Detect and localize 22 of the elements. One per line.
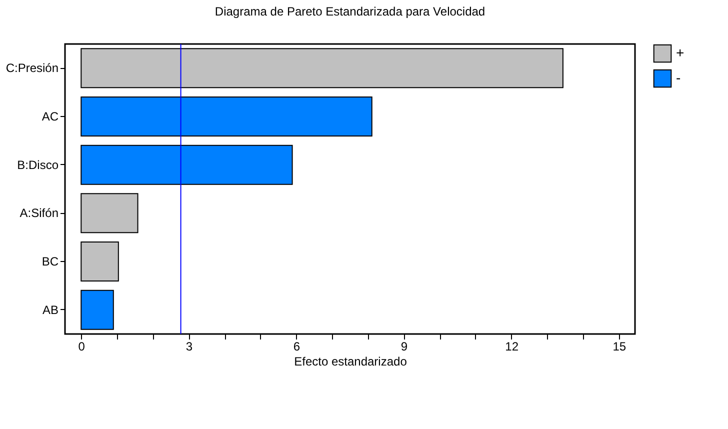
bar <box>80 290 114 330</box>
x-tick-label: 12 <box>505 340 519 354</box>
chart-title: Diagrama de Pareto Estandarizada para Velocidad <box>214 4 486 18</box>
x-tick-label: 0 <box>78 340 86 354</box>
bar <box>80 48 564 88</box>
legend-label: + <box>676 44 684 60</box>
y-tick-label: C:Presión <box>6 61 58 76</box>
bar <box>80 144 293 185</box>
x-axis-title: Efecto estandarizado <box>294 354 408 368</box>
legend-label: - <box>676 70 681 86</box>
x-tick-label: 15 <box>612 340 626 354</box>
bar <box>80 193 138 234</box>
y-tick-label: BC <box>42 254 59 268</box>
bar <box>80 242 119 282</box>
y-tick-label: A:Sifón <box>20 206 58 220</box>
y-tick-label: AC <box>42 110 59 124</box>
bar <box>80 96 372 136</box>
y-tick-label: AB <box>42 302 58 317</box>
x-tick-label: 6 <box>293 340 300 354</box>
y-tick-label: B:Disco <box>17 158 59 172</box>
x-tick-label: 3 <box>186 340 193 354</box>
x-tick-label: 9 <box>400 340 408 354</box>
